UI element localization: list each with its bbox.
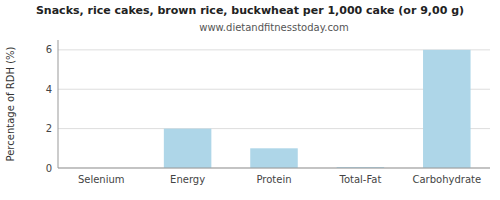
bar xyxy=(423,50,471,168)
y-axis-label: Percentage of RDH (%) xyxy=(5,46,16,161)
x-tick-label: Carbohydrate xyxy=(412,174,481,185)
y-tick-label: 2 xyxy=(46,123,52,134)
y-tick-label: 6 xyxy=(46,44,52,55)
y-axis-line xyxy=(58,40,59,168)
x-tick-label: Protein xyxy=(256,174,291,185)
title: Snacks, rice cakes, brown rice, buckwhea… xyxy=(36,4,464,17)
bar xyxy=(164,129,212,168)
chart-container: Snacks, rice cakes, brown rice, buckwhea… xyxy=(0,0,500,200)
chart-svg: Snacks, rice cakes, brown rice, buckwhea… xyxy=(0,0,500,200)
subtitle: www.dietandfitnesstoday.com xyxy=(199,22,348,33)
x-tick-label: Energy xyxy=(170,174,205,185)
x-axis-line xyxy=(58,168,490,169)
bar xyxy=(250,148,298,168)
x-tick-label: Total-Fat xyxy=(338,174,381,185)
bars xyxy=(164,50,471,168)
y-tick-label: 4 xyxy=(46,84,52,95)
y-tick-label: 0 xyxy=(46,163,52,174)
x-tick-label: Selenium xyxy=(78,174,125,185)
grid-line xyxy=(58,168,490,169)
